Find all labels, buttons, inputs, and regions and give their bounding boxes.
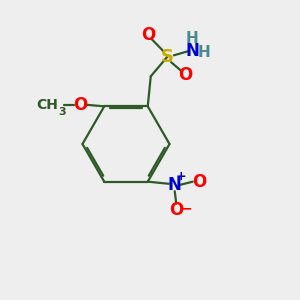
Text: H: H [198, 45, 211, 60]
Text: O: O [141, 26, 155, 44]
Text: O: O [192, 173, 206, 191]
Text: +: + [176, 170, 187, 183]
Text: N: N [186, 42, 200, 60]
Text: O: O [169, 201, 183, 219]
Text: 3: 3 [58, 107, 66, 117]
Text: O: O [56, 104, 57, 105]
Text: O: O [73, 96, 87, 114]
Text: H: H [186, 31, 199, 46]
Text: O: O [178, 66, 192, 84]
Text: CH: CH [36, 98, 58, 112]
Text: −: − [180, 202, 192, 216]
Text: N: N [168, 176, 182, 194]
Text: S: S [161, 48, 174, 66]
